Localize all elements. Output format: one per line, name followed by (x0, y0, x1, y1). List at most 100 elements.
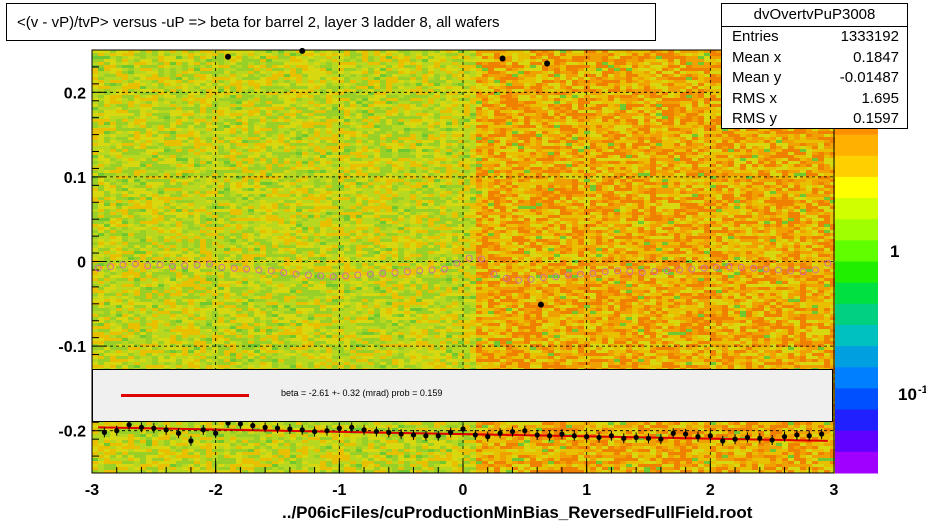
plot-title: <(v - vP)/tvP> versus -uP => beta for ba… (6, 3, 656, 41)
stats-row-mean-y: Mean y -0.01487 (722, 68, 907, 89)
mean-profile-point (168, 263, 176, 271)
mean-profile-point (131, 260, 139, 268)
mean-profile-point (193, 261, 201, 269)
mean-profile-point (799, 268, 807, 276)
fit-line (98, 426, 828, 442)
mean-profile-point (428, 266, 436, 274)
lower-profile-point (621, 435, 627, 441)
mean-profile-point (787, 267, 795, 275)
lower-profile-point (670, 430, 676, 436)
lower-profile-point (707, 433, 713, 439)
lower-profile-point (571, 433, 577, 439)
lower-profile-point (806, 433, 812, 439)
lower-profile-point (658, 436, 664, 442)
lower-profile-point (695, 434, 701, 440)
mean-profile-point (391, 268, 399, 276)
stats-key: RMS y (732, 110, 777, 127)
y-tick-label: 0.1 (64, 170, 86, 187)
fit-legend: beta = -2.61 +- 0.32 (mrad) prob = 0.159 (92, 369, 833, 422)
stats-value: 1333192 (840, 28, 899, 45)
lower-profile-point (460, 426, 466, 432)
mean-profile-point (465, 254, 473, 262)
lower-profile-point (237, 421, 243, 427)
mean-profile-point (304, 271, 312, 279)
lower-profile-point (744, 434, 751, 441)
lower-profile-point (509, 428, 516, 435)
y-tick-label: 0 (77, 255, 86, 272)
stats-key: RMS x (732, 89, 777, 107)
lower-profile-point (534, 432, 540, 438)
outlier-point (299, 47, 306, 54)
mean-profile-point (478, 255, 486, 263)
lower-profile-point (262, 424, 268, 430)
lower-profile-point (361, 427, 367, 433)
lower-profile-point (274, 425, 281, 431)
lower-profile-point (435, 433, 441, 439)
outliers (225, 47, 751, 308)
mean-profile-point (589, 269, 597, 277)
x-tick-label: 0 (459, 482, 468, 499)
mean-profile-point (552, 273, 560, 281)
lower-profile-point (250, 423, 256, 429)
lower-profile-point (732, 436, 738, 442)
lower-profile-point (633, 434, 639, 441)
mean-profile-point (156, 261, 164, 269)
lower-profile-point (423, 433, 429, 439)
lower-profile-point (138, 424, 145, 430)
mean-profile-point (181, 262, 189, 270)
colorbar-label: 10 (898, 385, 917, 404)
mean-profile-point (737, 263, 745, 271)
lower-profile-point (497, 430, 503, 436)
stats-value: 0.1847 (853, 48, 899, 66)
lower-profile-point (398, 431, 404, 437)
mean-profile-point (564, 271, 572, 279)
outlier-point (537, 301, 544, 308)
mean-profile-point (243, 265, 251, 273)
mean-profile-point (502, 274, 510, 282)
mean-profile-point (453, 259, 461, 267)
lower-profile-point (386, 429, 392, 435)
fit-legend-text: beta = -2.61 +- 0.32 (mrad) prob = 0.159 (281, 388, 443, 398)
x-tick-label: -1 (332, 482, 346, 499)
stats-row-entries: Entries 1333192 (722, 27, 907, 48)
source-file-label: ../P06icFiles/cuProductionMinBias_Revers… (282, 503, 753, 522)
mean-profile-point (626, 268, 634, 276)
lower-profile-point (213, 430, 219, 436)
lower-profile-point (373, 428, 380, 435)
lower-profile-point (559, 431, 565, 437)
lower-profile-point (645, 435, 652, 441)
axes: -3 -2 -1 0 1 2 3 0.2 0.1 0 -0.1 -0.2 (58, 49, 839, 499)
mean-profile-point (811, 266, 819, 274)
mean-profile-point (94, 264, 102, 272)
mean-profile-point (280, 268, 288, 276)
mean-profile-point (527, 275, 535, 283)
outlier-point (544, 60, 551, 67)
mean-profile-point (539, 274, 547, 282)
lower-profile-point (757, 435, 763, 441)
mean-profile-point (267, 267, 275, 275)
lower-profile-point (299, 427, 305, 433)
colorbar-label: 1 (890, 242, 899, 261)
mean-profile-point (317, 272, 325, 280)
lower-profile-point (472, 432, 478, 438)
lower-profile-point (522, 428, 528, 434)
y-tick-label: -0.1 (58, 339, 86, 356)
mean-profile-point (205, 260, 213, 268)
mean-profile-point (218, 263, 226, 271)
mean-profile (94, 254, 832, 284)
mean-profile-point (651, 268, 659, 276)
lower-profile-point (448, 429, 454, 435)
fit-legend-line (121, 394, 249, 397)
mean-profile-point (490, 270, 498, 278)
lower-profile-point (163, 427, 169, 433)
stats-title: dvOvertvPuP3008 (722, 4, 907, 27)
stats-key: Mean x (732, 48, 782, 66)
lower-profile-point (720, 438, 726, 444)
mean-profile-point (379, 269, 387, 277)
mean-profile-point (440, 265, 448, 273)
stats-key: Entries (732, 28, 779, 45)
lower-profile-point (819, 431, 825, 437)
mean-profile-point (230, 264, 238, 272)
mean-profile-point (515, 276, 523, 284)
mean-profile-point (762, 265, 770, 273)
